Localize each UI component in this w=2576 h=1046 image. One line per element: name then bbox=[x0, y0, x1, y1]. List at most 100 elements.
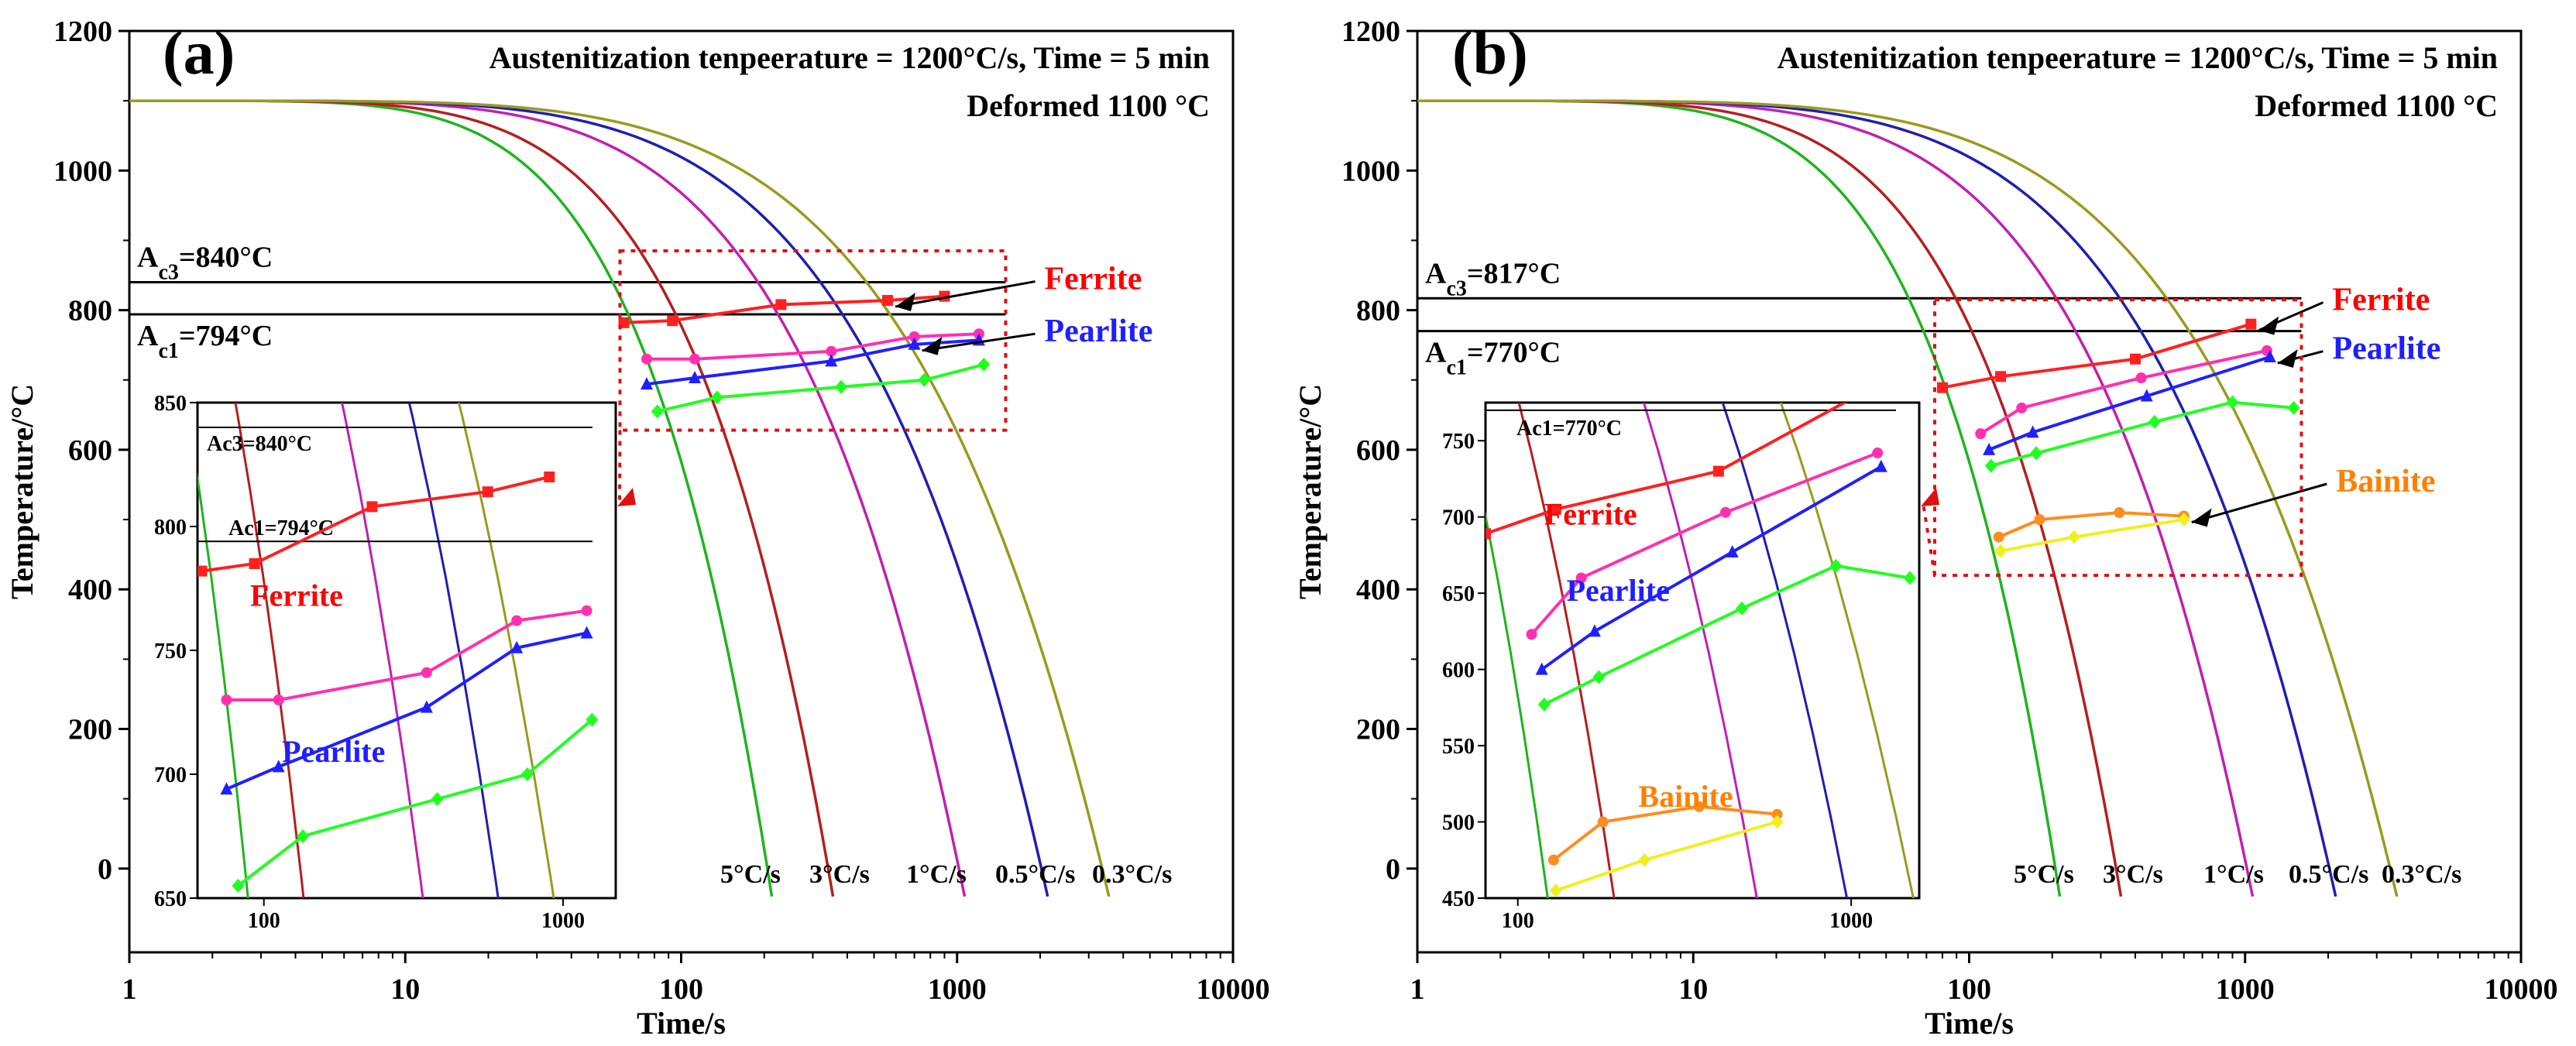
panel-label: (a) bbox=[163, 19, 235, 87]
inset-cooling-curve-4 bbox=[407, 403, 500, 898]
inset-phase-line-bainite bbox=[1552, 804, 1777, 862]
data-point bbox=[586, 712, 599, 727]
data-point bbox=[2034, 514, 2045, 526]
y-tick-label: 1200 bbox=[1341, 15, 1400, 48]
inset-x-tick-label: 1000 bbox=[1829, 909, 1873, 933]
inset-phase-line-ferrite bbox=[1485, 403, 1848, 536]
data-point bbox=[667, 315, 678, 327]
inset-y-tick-label: 750 bbox=[1442, 430, 1475, 454]
zoom-box bbox=[1932, 298, 2303, 578]
data-point bbox=[1874, 459, 1887, 472]
inset-phase-label-ferrite: Ferrite bbox=[250, 578, 343, 612]
x-tick-label: 10000 bbox=[1197, 973, 1270, 1006]
panel-label: (b) bbox=[1452, 19, 1528, 87]
data-point bbox=[918, 372, 931, 387]
inset-cooling-curve-2 bbox=[234, 403, 305, 898]
data-point bbox=[1693, 801, 1705, 812]
data-point bbox=[1983, 442, 1996, 455]
data-point bbox=[1597, 816, 1609, 828]
inset-cooling-curve-2 bbox=[1517, 403, 1616, 898]
inset-ac1-label: Ac1=794°C bbox=[228, 516, 334, 540]
data-point bbox=[1975, 428, 1987, 440]
data-point bbox=[2140, 389, 2153, 402]
inset-cooling-curve-5 bbox=[457, 403, 555, 898]
inset-cooling-curve-5 bbox=[1779, 403, 1915, 898]
data-point bbox=[511, 615, 523, 626]
data-point bbox=[2067, 530, 2080, 544]
phase-line-pearlite bbox=[1988, 355, 2271, 451]
cooling-rate-label: 0.5°C/s bbox=[995, 860, 1075, 889]
data-point bbox=[1537, 697, 1551, 712]
data-point bbox=[1771, 815, 1784, 829]
inset-y-tick-label: 450 bbox=[1442, 887, 1475, 911]
data-point bbox=[2030, 446, 2043, 461]
title-line-1: Austenitization tenpeerature = 1200°C/s,… bbox=[489, 40, 1210, 75]
inset-y-tick-label: 750 bbox=[154, 640, 187, 664]
data-point bbox=[544, 472, 555, 482]
data-point bbox=[272, 760, 285, 773]
data-point bbox=[421, 667, 432, 678]
data-point bbox=[825, 354, 838, 367]
inset-y-tick-label: 700 bbox=[154, 763, 187, 787]
inset-chart: Ac1=770°C Ferrite Pearlite Bainite 100 1000 45… bbox=[1442, 401, 1921, 933]
data-point bbox=[689, 353, 701, 365]
title-line-1: Austenitization tenpeerature = 1200°C/s,… bbox=[1777, 40, 2498, 75]
inset-x-tick-label: 1000 bbox=[541, 909, 585, 933]
x-tick-label: 10 bbox=[1678, 973, 1708, 1006]
y-tick-label: 800 bbox=[68, 295, 112, 328]
x-tick-label: 1 bbox=[122, 973, 137, 1006]
phase-label-pearlite: Pearlite bbox=[2332, 331, 2440, 367]
data-point bbox=[710, 390, 723, 405]
data-point bbox=[1575, 572, 1587, 584]
panel-a-chart: 1 10 100 1000 10000 0 200 400 600 800 1000 1200 Time… bbox=[5, 15, 1270, 1041]
data-point bbox=[1872, 447, 1884, 458]
ac3-label: Ac3=817°C bbox=[1425, 257, 1561, 300]
inset-plot-area: Ac1=770°C Ferrite Pearlite Bainite bbox=[1485, 403, 1916, 898]
zoom-box bbox=[618, 249, 1008, 432]
y-tick-label: 800 bbox=[1356, 295, 1400, 328]
inset-phase-line-pearlite bbox=[1540, 465, 1882, 671]
inset-frame bbox=[1484, 401, 1921, 900]
data-point bbox=[221, 694, 232, 705]
data-point bbox=[1550, 503, 1561, 515]
phase-arrow-head bbox=[2191, 508, 2212, 527]
data-point bbox=[1736, 601, 1749, 616]
zoom-connector bbox=[1922, 502, 1936, 576]
x-axis-label: Time/s bbox=[637, 1006, 726, 1041]
data-point bbox=[1712, 465, 1724, 477]
y-tick-label: 600 bbox=[68, 434, 112, 467]
x-tick-label: 1000 bbox=[2216, 973, 2275, 1006]
data-point bbox=[1993, 531, 2004, 543]
cooling-rate-label: 0.3°C/s bbox=[2382, 860, 2461, 889]
inset-y-tick-label: 850 bbox=[154, 392, 187, 416]
inset-cooling-curve-3 bbox=[1642, 403, 1758, 898]
phase-label-ferrite: Ferrite bbox=[1044, 262, 1142, 297]
data-point bbox=[2114, 507, 2125, 519]
data-point bbox=[977, 357, 991, 372]
data-point bbox=[689, 371, 702, 384]
cooling-rate-label: 0.3°C/s bbox=[1092, 860, 1172, 889]
data-point bbox=[1549, 883, 1562, 898]
inset-phase-label-ferrite: Ferrite bbox=[1544, 497, 1637, 532]
phase-label-pearlite: Pearlite bbox=[1044, 314, 1152, 349]
inset-y-tick-label: 650 bbox=[154, 887, 187, 911]
cooling-rate-label: 5°C/s bbox=[2014, 860, 2074, 889]
cooling-rate-label: 3°C/s bbox=[2103, 860, 2163, 889]
cooling-rate-label: 0.5°C/s bbox=[2289, 860, 2368, 889]
inset-y-tick-label: 500 bbox=[1442, 811, 1475, 835]
inset-x-tick-label: 100 bbox=[1502, 909, 1534, 933]
data-point bbox=[2026, 425, 2039, 438]
data-point bbox=[641, 353, 652, 365]
panel-b-chart: 1 10 100 1000 10000 0 200 400 600 800 1000 1200 Time… bbox=[1293, 15, 2558, 1041]
data-point bbox=[1638, 852, 1651, 867]
data-point bbox=[1771, 808, 1783, 820]
ac1-label: Ac1=794°C bbox=[137, 320, 273, 363]
phase-line-pearlite-start bbox=[1980, 348, 2268, 435]
data-point bbox=[908, 331, 920, 342]
inset-y-tick-label: 550 bbox=[1442, 735, 1475, 759]
inset-chart: Ac3=840°C Ac1=794°C Ferrite Pearlite 100 1000… bbox=[154, 392, 617, 933]
data-point bbox=[1829, 558, 1843, 573]
cooling-rate-label: 1°C/s bbox=[2203, 860, 2264, 889]
phase-arrow-line bbox=[895, 280, 1036, 308]
